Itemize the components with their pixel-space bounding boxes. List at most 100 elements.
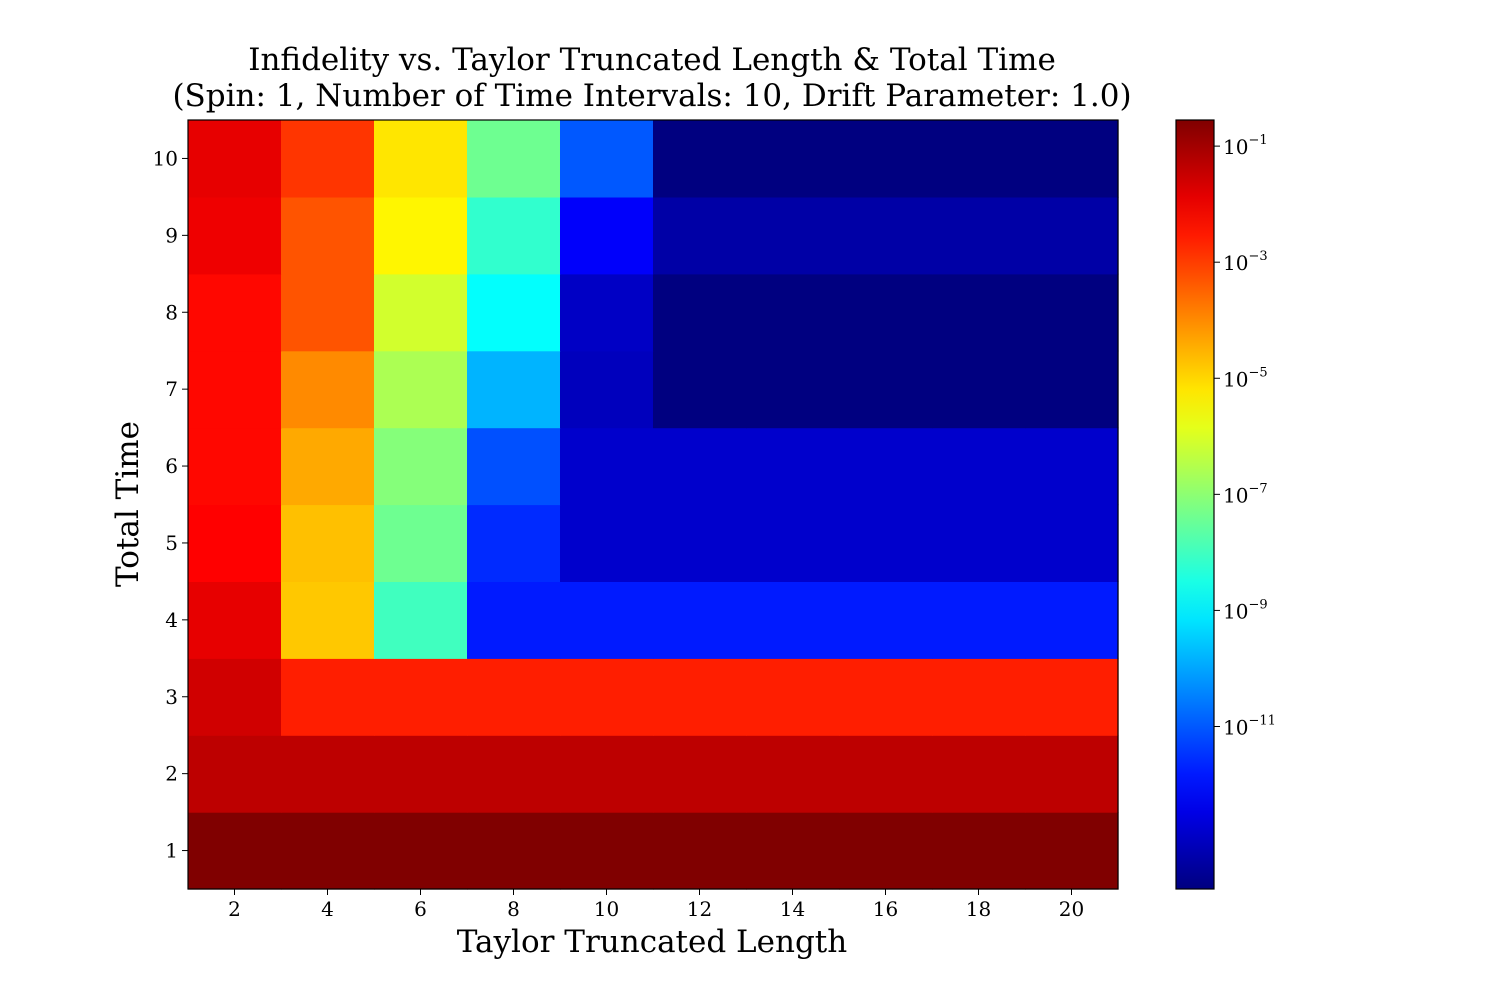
- heatmap-cell: [839, 735, 933, 813]
- x-tick-label: 14: [780, 897, 805, 921]
- heatmap-cell: [746, 350, 840, 429]
- heatmap-cell: [839, 120, 933, 198]
- heatmap-cell: [1025, 735, 1119, 813]
- x-tick-label: 16: [873, 897, 898, 921]
- x-tick-label: 10: [594, 897, 619, 921]
- heatmap-cell: [839, 504, 933, 582]
- x-tick-label: 4: [321, 897, 334, 921]
- heatmap-cell: [560, 658, 654, 736]
- heatmap-cell: [467, 273, 561, 352]
- chart-title-line-2: (Spin: 1, Number of Time Intervals: 10, …: [172, 78, 1131, 114]
- heatmap-cell: [653, 273, 747, 352]
- heatmap-cell: [281, 196, 375, 275]
- heatmap-cell: [467, 812, 561, 890]
- heatmap-cell: [281, 427, 375, 506]
- heatmap-cell: [932, 812, 1026, 890]
- heatmap-cell: [1025, 427, 1119, 506]
- heatmap-cell: [653, 658, 747, 736]
- y-tick-label: 8: [165, 300, 178, 324]
- heatmap-cell: [467, 735, 561, 813]
- x-tick-label: 6: [414, 897, 427, 921]
- heatmap-cell: [188, 273, 282, 352]
- heatmap-cell: [746, 581, 840, 659]
- heatmap-cell: [560, 812, 654, 890]
- heatmap-cell: [653, 350, 747, 429]
- heatmap-cell: [839, 812, 933, 890]
- heatmap-cell: [746, 658, 840, 736]
- heatmap-cell: [560, 350, 654, 429]
- y-tick-label: 4: [165, 608, 178, 632]
- y-tick-label: 9: [165, 223, 178, 247]
- heatmap-cell: [653, 504, 747, 582]
- heatmap-cell: [374, 273, 468, 352]
- x-tick-label: 18: [966, 897, 991, 921]
- heatmap-cell: [1025, 504, 1119, 582]
- heatmap-cell: [374, 581, 468, 659]
- heatmap-cell: [467, 658, 561, 736]
- heatmap-cell: [281, 658, 375, 736]
- x-tick-label: 12: [687, 897, 712, 921]
- heatmap-cell: [188, 120, 282, 198]
- heatmap-cell: [188, 504, 282, 582]
- heatmap-cell: [746, 735, 840, 813]
- heatmap-cell: [932, 735, 1026, 813]
- heatmap-cell: [374, 427, 468, 506]
- heatmap-cell: [281, 120, 375, 198]
- y-tick-label: 10: [153, 146, 178, 170]
- colorbar-ticks: 10−1 10−3 10−5 10−7 10−9 10−11: [1214, 133, 1276, 739]
- heatmap-cell: [281, 504, 375, 582]
- heatmap-cell: [560, 273, 654, 352]
- heatmap-cell: [1025, 812, 1119, 890]
- heatmap-cell: [374, 812, 468, 890]
- heatmap-cell: [560, 735, 654, 813]
- colorbar-tick-label: 10−1: [1223, 133, 1268, 159]
- heatmap-cell: [281, 273, 375, 352]
- colorbar-tick-label: 10−9: [1223, 597, 1268, 623]
- heatmap-cell: [1025, 658, 1119, 736]
- heatmap-cell: [653, 581, 747, 659]
- heatmap-cell: [653, 735, 747, 813]
- heatmap-cell: [188, 196, 282, 275]
- heatmap-cell: [560, 504, 654, 582]
- heatmap-cell: [746, 196, 840, 275]
- heatmap-cell: [188, 658, 282, 736]
- heatmap-cell: [1025, 350, 1119, 429]
- heatmap-cell: [932, 196, 1026, 275]
- heatmap-cell: [932, 350, 1026, 429]
- x-tick-label: 2: [228, 897, 241, 921]
- heatmap-cell: [560, 581, 654, 659]
- heatmap-cell: [374, 120, 468, 198]
- heatmap-cell: [467, 120, 561, 198]
- y-tick-label: 5: [165, 531, 178, 555]
- chart-title-line-1: Infidelity vs. Taylor Truncated Length &…: [248, 42, 1056, 78]
- x-axis-label: Taylor Truncated Length: [457, 924, 847, 960]
- colorbar-tick-label: 10−3: [1223, 249, 1268, 275]
- heatmap-cell: [188, 812, 282, 890]
- heatmap-cell: [467, 427, 561, 506]
- heatmap-cell: [560, 120, 654, 198]
- heatmap-cell: [932, 581, 1026, 659]
- heatmap-cell: [374, 735, 468, 813]
- heatmap-cell: [932, 427, 1026, 506]
- heatmap-cell: [188, 735, 282, 813]
- heatmap-cells: [188, 120, 1119, 890]
- heatmap-cell: [374, 196, 468, 275]
- heatmap-cell: [746, 120, 840, 198]
- heatmap-cell: [281, 812, 375, 890]
- heatmap-cell: [374, 350, 468, 429]
- heatmap-cell: [281, 350, 375, 429]
- y-tick-label: 6: [165, 454, 178, 478]
- plot-frame: [187, 119, 1119, 890]
- heatmap-cell: [467, 504, 561, 582]
- heatmap-cell: [932, 273, 1026, 352]
- heatmap-cell: [188, 581, 282, 659]
- x-tick-label: 8: [507, 897, 520, 921]
- heatmap-cell: [839, 581, 933, 659]
- heatmap-cell: [932, 658, 1026, 736]
- heatmap-cell: [1025, 196, 1119, 275]
- heatmap-cell: [746, 427, 840, 506]
- heatmap-cell: [374, 658, 468, 736]
- colorbar-tick-label: 10−5: [1223, 365, 1268, 391]
- heatmap-cell: [839, 273, 933, 352]
